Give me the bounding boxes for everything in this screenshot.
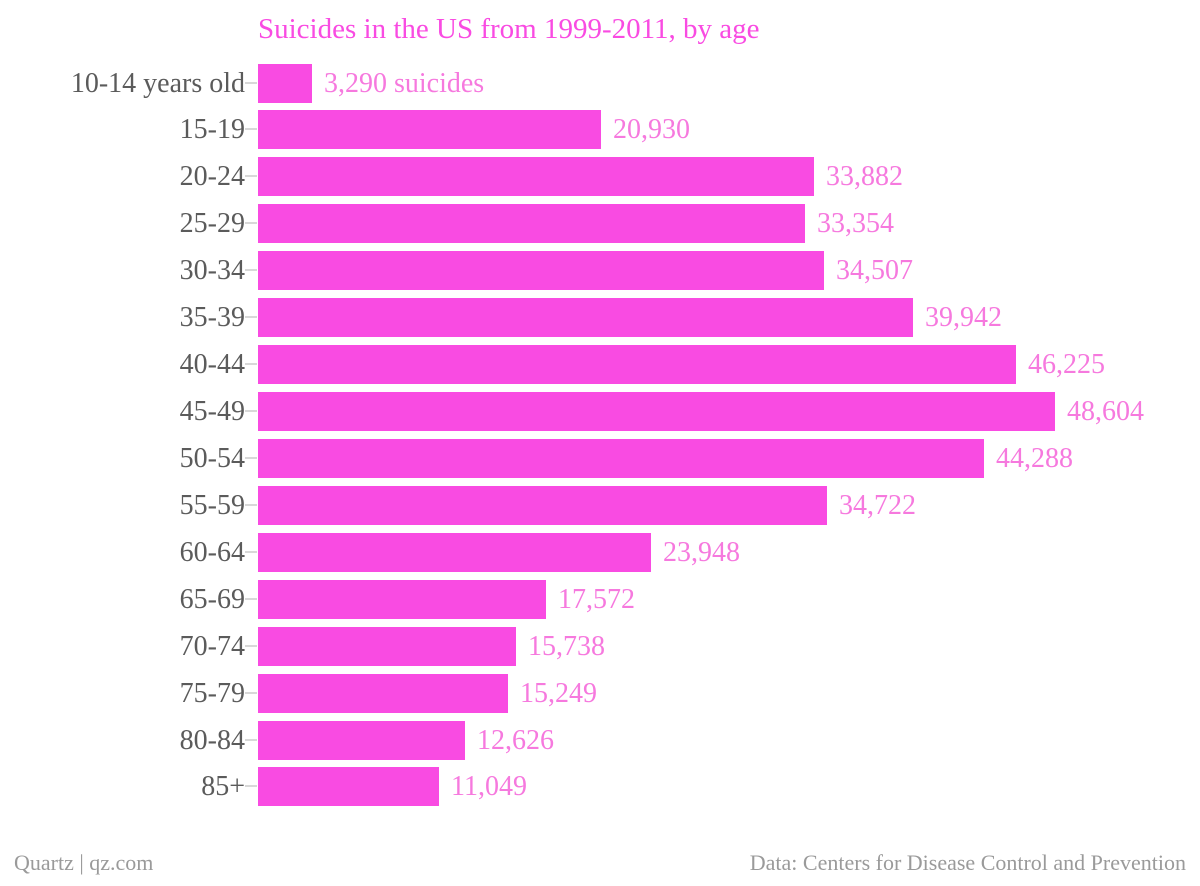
tick-mark: [245, 691, 257, 694]
value-label: 17,572: [558, 583, 635, 615]
category-label: 75-79: [179, 677, 245, 709]
value-label: 20,930: [613, 114, 690, 146]
chart-row: 35-39 39,942: [0, 298, 1200, 338]
category-label: 80-84: [179, 724, 245, 756]
value-label: 23,948: [663, 536, 740, 568]
bar: [258, 532, 651, 572]
category-label: 25-29: [179, 208, 245, 240]
bar: [258, 157, 814, 197]
chart-row: 70-74 15,738: [0, 626, 1200, 666]
tick-mark: [245, 222, 257, 225]
tick-mark: [245, 738, 257, 741]
value-label: 34,507: [836, 255, 913, 287]
chart-row: 50-54 44,288: [0, 438, 1200, 478]
tick-mark: [245, 128, 257, 131]
chart-row: 40-44 46,225: [0, 345, 1200, 385]
category-label: 20-24: [179, 161, 245, 193]
tick-mark: [245, 550, 257, 553]
data-source: Data: Centers for Disease Control and Pr…: [749, 850, 1186, 875]
bar: [258, 438, 984, 478]
chart-row: 25-29 33,354: [0, 204, 1200, 244]
bar: [258, 110, 601, 150]
plot-area: 10-14 years old 3,290 suicides 15-19 20,930…: [0, 63, 1200, 807]
tick-mark: [245, 410, 257, 412]
chart-footer: Quartz | qz.com Data: Centers for Diseas…: [14, 850, 1186, 876]
tick-mark: [245, 503, 257, 506]
category-label: 60-64: [179, 536, 245, 568]
chart-row: 55-59 34,722: [0, 485, 1200, 525]
tick-mark: [245, 363, 257, 366]
bar: [258, 298, 913, 338]
category-label: 70-74: [179, 630, 245, 662]
category-label: 30-34: [179, 255, 245, 287]
chart-row: 20-24 33,882: [0, 157, 1200, 197]
category-label: 85+: [201, 771, 245, 803]
tick-mark: [245, 316, 257, 319]
bar: [258, 63, 312, 103]
source-attribution: Quartz | qz.com: [14, 850, 154, 875]
bar: [258, 673, 508, 713]
category-label: 45-49: [179, 396, 245, 427]
chart-row: 10-14 years old 3,290 suicides: [0, 63, 1200, 103]
chart-row: 30-34 34,507: [0, 251, 1200, 291]
value-label: 3,290 suicides: [324, 67, 485, 99]
bar: [258, 345, 1016, 385]
tick-mark: [245, 644, 257, 647]
bar: [258, 579, 546, 619]
tick-mark: [245, 456, 257, 459]
chart-row: 15-19 20,930: [0, 110, 1200, 150]
value-label: 44,288: [996, 442, 1073, 474]
value-label: 33,882: [826, 161, 903, 193]
tick-mark: [245, 785, 257, 788]
chart-row: 65-69 17,572: [0, 579, 1200, 619]
chart-row: 45-49 48,604: [0, 392, 1200, 431]
category-label: 65-69: [179, 583, 245, 615]
chart-title: Suicides in the US from 1999-2011, by ag…: [258, 13, 760, 45]
value-label: 39,942: [925, 302, 1002, 334]
category-label: 15-19: [179, 114, 245, 146]
bar: [258, 251, 824, 291]
tick-mark: [245, 81, 257, 84]
value-label: 11,049: [451, 771, 527, 803]
value-label: 48,604: [1067, 396, 1144, 427]
bar: [258, 485, 827, 525]
value-label: 46,225: [1028, 349, 1105, 381]
value-label: 34,722: [839, 489, 916, 521]
bar: [258, 392, 1055, 431]
bar: [258, 720, 465, 760]
category-label: 35-39: [179, 302, 245, 334]
value-label: 15,249: [520, 677, 597, 709]
tick-mark: [245, 269, 257, 272]
category-label: 55-59: [179, 489, 245, 521]
category-label: 40-44: [179, 349, 245, 381]
category-label: 50-54: [179, 442, 245, 474]
chart-row: 60-64 23,948: [0, 532, 1200, 572]
chart-row: 85+ 11,049: [0, 767, 1200, 807]
tick-mark: [245, 597, 257, 600]
bar: [258, 626, 516, 666]
value-label: 15,738: [528, 630, 605, 662]
category-label: 10-14 years old: [70, 67, 245, 99]
bar: [258, 767, 439, 807]
bar: [258, 204, 805, 244]
value-label: 33,354: [817, 208, 894, 240]
chart-row: 80-84 12,626: [0, 720, 1200, 760]
value-label: 12,626: [477, 724, 554, 756]
tick-mark: [245, 175, 257, 178]
chart-row: 75-79 15,249: [0, 673, 1200, 713]
